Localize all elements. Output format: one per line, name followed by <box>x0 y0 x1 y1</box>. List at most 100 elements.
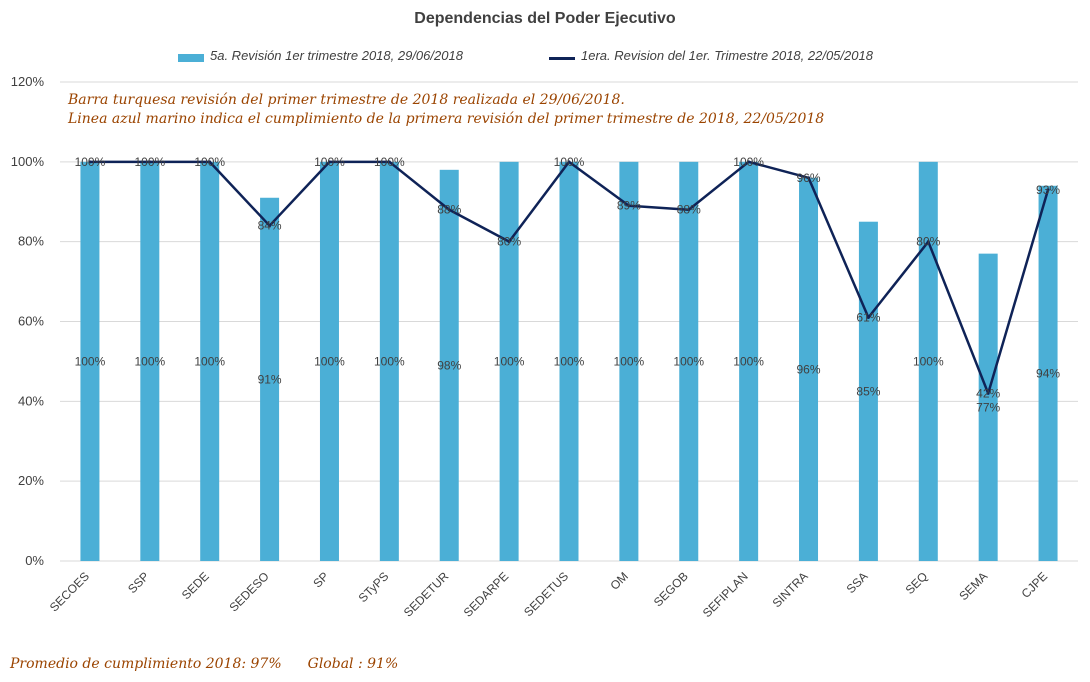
bar <box>499 161 519 562</box>
y-tick-label: 20% <box>18 473 44 488</box>
bar-data-label: 100% <box>614 354 645 368</box>
footer-global: Global : 91% <box>307 656 399 672</box>
footer-summary: Promedio de cumplimiento 2018: 97% Global… <box>10 656 398 672</box>
bar-data-label: 100% <box>733 354 764 368</box>
line-point <box>447 208 451 212</box>
bar <box>679 161 699 562</box>
x-tick-label: SEDARPE <box>461 569 511 619</box>
x-tick-label: SINTRA <box>770 569 811 610</box>
line-point <box>148 160 152 164</box>
bar-data-label: 100% <box>194 354 225 368</box>
line-point <box>926 240 930 244</box>
y-tick-label: 80% <box>18 234 44 249</box>
legend: 5a. Revisión 1er trimestre 2018, 29/06/2… <box>0 48 1090 68</box>
line-data-label: 89% <box>617 199 641 213</box>
bar-data-label: 100% <box>494 354 525 368</box>
line-data-label: 93% <box>1036 183 1060 197</box>
bar-data-label: 100% <box>75 354 106 368</box>
x-tick-label: SEFIPLAN <box>700 569 751 620</box>
line-data-label: 100% <box>374 155 405 169</box>
line-point <box>387 160 391 164</box>
line-data-label: 88% <box>677 203 701 217</box>
line-point <box>208 160 212 164</box>
bar <box>260 197 280 561</box>
line-data-label: 100% <box>314 155 345 169</box>
line-data-label: 80% <box>916 235 940 249</box>
bar-data-label: 91% <box>258 372 282 386</box>
x-tick-label: SEMA <box>956 569 990 603</box>
line-point <box>88 160 92 164</box>
bar <box>559 161 579 562</box>
bar-data-label: 85% <box>856 384 880 398</box>
line-point <box>747 160 751 164</box>
bar-data-label: 100% <box>673 354 704 368</box>
bar-data-label: 100% <box>554 354 585 368</box>
line-point <box>1046 188 1050 192</box>
x-tick-label: SEGOB <box>651 569 691 609</box>
x-tick-label: SSP <box>125 569 152 596</box>
bar <box>978 253 998 561</box>
bar-data-label: 100% <box>374 354 405 368</box>
bar <box>739 161 759 562</box>
line-point <box>507 240 511 244</box>
x-tick-label: STyPS <box>356 569 392 605</box>
line-data-label: 61% <box>856 311 880 325</box>
note-bar-description: Barra turquesa revisión del primer trime… <box>68 92 625 108</box>
bar <box>439 169 459 562</box>
y-tick-label: 60% <box>18 314 44 329</box>
y-tick-label: 100% <box>11 154 45 169</box>
x-tick-label: SSA <box>844 569 871 596</box>
bar-data-label: 77% <box>976 400 1000 414</box>
bar <box>140 161 160 562</box>
x-tick-label: SEDESO <box>226 569 271 614</box>
bar-data-label: 94% <box>1036 366 1060 380</box>
line-point <box>687 208 691 212</box>
line-data-label: 100% <box>733 155 764 169</box>
x-tick-label: SECOES <box>47 569 92 614</box>
bar <box>319 161 339 562</box>
line-data-label: 42% <box>976 386 1000 400</box>
line-point <box>866 316 870 320</box>
x-tick-label: OM <box>607 569 631 593</box>
bar <box>379 161 399 562</box>
line-data-label: 100% <box>554 155 585 169</box>
line-data-label: 100% <box>194 155 225 169</box>
line-data-label: 80% <box>497 235 521 249</box>
bar <box>799 177 819 562</box>
line-point <box>268 224 272 228</box>
bar-data-label: 100% <box>314 354 345 368</box>
line-data-label: 100% <box>134 155 165 169</box>
line-data-label: 84% <box>258 219 282 233</box>
line-data-label: 88% <box>437 203 461 217</box>
y-tick-label: 0% <box>25 553 44 568</box>
line-point <box>986 391 990 395</box>
bar <box>918 161 938 562</box>
x-tick-label: SP <box>310 569 331 590</box>
x-tick-label: SEDE <box>179 569 212 602</box>
bar-data-label: 96% <box>797 362 821 376</box>
legend-bar-label: 5a. Revisión 1er trimestre 2018, 29/06/2… <box>210 48 463 63</box>
x-tick-label: SEDETUR <box>401 569 452 620</box>
footer-average: Promedio de cumplimiento 2018: 97% <box>10 656 282 672</box>
bar-data-label: 98% <box>437 358 461 372</box>
legend-line-swatch <box>549 57 575 60</box>
line-data-label: 100% <box>75 155 106 169</box>
bar <box>619 161 639 562</box>
bar <box>200 161 220 562</box>
legend-line-label: 1era. Revision del 1er. Trimestre 2018, … <box>581 48 873 63</box>
legend-bar-swatch <box>178 54 204 62</box>
y-tick-label: 120% <box>11 74 45 89</box>
y-tick-label: 40% <box>18 393 44 408</box>
note-line-description: Linea azul marino indica el cumplimiento… <box>68 111 825 127</box>
x-tick-label: CJPE <box>1019 569 1051 601</box>
bar-data-label: 100% <box>134 354 165 368</box>
x-tick-label: SEDETUS <box>521 569 571 619</box>
line-point <box>567 160 571 164</box>
bar <box>1038 185 1058 562</box>
chart-title: Dependencias del Poder Ejecutivo <box>414 10 676 27</box>
line-data-label: 96% <box>797 171 821 185</box>
x-tick-label: SEQ <box>903 569 931 597</box>
bar-data-label: 100% <box>913 354 944 368</box>
line-point <box>327 160 331 164</box>
